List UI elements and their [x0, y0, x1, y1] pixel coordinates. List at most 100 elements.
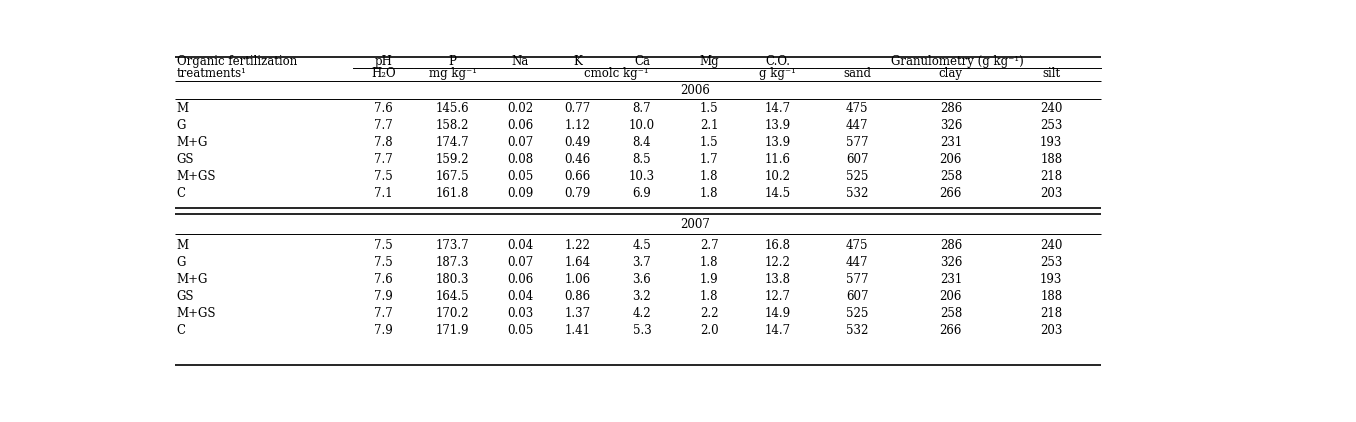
Text: 0.86: 0.86 — [564, 290, 591, 303]
Text: 231: 231 — [940, 273, 961, 286]
Text: 475: 475 — [846, 102, 869, 115]
Text: 1.41: 1.41 — [565, 324, 591, 337]
Text: 0.09: 0.09 — [507, 187, 534, 200]
Text: 0.07: 0.07 — [507, 136, 534, 149]
Text: 12.7: 12.7 — [765, 290, 791, 303]
Text: 0.03: 0.03 — [507, 307, 534, 320]
Text: g kg⁻¹: g kg⁻¹ — [759, 67, 796, 80]
Text: 0.04: 0.04 — [507, 239, 534, 252]
Text: cmolᴄ kg⁻¹: cmolᴄ kg⁻¹ — [584, 67, 648, 80]
Text: 231: 231 — [940, 136, 961, 149]
Text: M: M — [176, 239, 188, 252]
Text: 7.6: 7.6 — [374, 273, 393, 286]
Text: 532: 532 — [846, 187, 868, 200]
Text: 173.7: 173.7 — [435, 239, 469, 252]
Text: 475: 475 — [846, 239, 869, 252]
Text: 13.8: 13.8 — [765, 273, 791, 286]
Text: 206: 206 — [940, 290, 961, 303]
Text: 3.6: 3.6 — [632, 273, 651, 286]
Text: 10.3: 10.3 — [629, 170, 655, 183]
Text: 266: 266 — [940, 187, 961, 200]
Text: 253: 253 — [1040, 256, 1062, 269]
Text: 193: 193 — [1040, 136, 1062, 149]
Text: 7.7: 7.7 — [374, 307, 393, 320]
Text: 170.2: 170.2 — [437, 307, 469, 320]
Text: M+GS: M+GS — [176, 307, 217, 320]
Text: GS: GS — [176, 153, 194, 166]
Text: 0.04: 0.04 — [507, 290, 534, 303]
Text: 4.5: 4.5 — [632, 239, 651, 252]
Text: 7.1: 7.1 — [374, 187, 393, 200]
Text: 1.7: 1.7 — [700, 153, 719, 166]
Text: Ca: Ca — [633, 55, 650, 68]
Text: 266: 266 — [940, 324, 961, 337]
Text: 0.07: 0.07 — [507, 256, 534, 269]
Text: 2.2: 2.2 — [700, 307, 719, 320]
Text: 218: 218 — [1040, 170, 1062, 183]
Text: 577: 577 — [846, 273, 869, 286]
Text: G: G — [176, 119, 186, 132]
Text: M+G: M+G — [176, 136, 209, 149]
Text: 188: 188 — [1040, 290, 1062, 303]
Text: M: M — [176, 102, 188, 115]
Text: 326: 326 — [940, 119, 961, 132]
Text: 0.05: 0.05 — [507, 324, 534, 337]
Text: 6.9: 6.9 — [632, 187, 651, 200]
Text: GS: GS — [176, 290, 194, 303]
Text: 447: 447 — [846, 119, 869, 132]
Text: 2.1: 2.1 — [700, 119, 719, 132]
Text: 203: 203 — [1040, 324, 1062, 337]
Text: 3.7: 3.7 — [632, 256, 651, 269]
Text: C.O.: C.O. — [765, 55, 791, 68]
Text: 0.02: 0.02 — [507, 102, 533, 115]
Text: 532: 532 — [846, 324, 868, 337]
Text: 14.7: 14.7 — [765, 324, 791, 337]
Text: 240: 240 — [1040, 102, 1062, 115]
Text: 447: 447 — [846, 256, 869, 269]
Text: mg kg⁻¹: mg kg⁻¹ — [428, 67, 477, 80]
Text: 525: 525 — [846, 307, 868, 320]
Text: 1.5: 1.5 — [700, 102, 719, 115]
Text: 13.9: 13.9 — [765, 136, 791, 149]
Text: 0.77: 0.77 — [564, 102, 591, 115]
Text: 286: 286 — [940, 102, 961, 115]
Text: 1.5: 1.5 — [700, 136, 719, 149]
Text: K: K — [574, 55, 582, 68]
Text: 13.9: 13.9 — [765, 119, 791, 132]
Text: 1.06: 1.06 — [564, 273, 591, 286]
Text: 7.5: 7.5 — [374, 256, 393, 269]
Text: 193: 193 — [1040, 273, 1062, 286]
Text: 577: 577 — [846, 136, 869, 149]
Text: 12.2: 12.2 — [765, 256, 791, 269]
Text: 253: 253 — [1040, 119, 1062, 132]
Text: treatments¹: treatments¹ — [176, 67, 247, 80]
Text: 2007: 2007 — [679, 218, 711, 231]
Text: 158.2: 158.2 — [437, 119, 469, 132]
Text: 286: 286 — [940, 239, 961, 252]
Text: Mg: Mg — [700, 55, 719, 68]
Text: 0.08: 0.08 — [507, 153, 533, 166]
Text: 1.8: 1.8 — [700, 256, 719, 269]
Text: 0.05: 0.05 — [507, 170, 534, 183]
Text: 240: 240 — [1040, 239, 1062, 252]
Text: 0.79: 0.79 — [564, 187, 591, 200]
Text: 7.9: 7.9 — [374, 324, 393, 337]
Text: 326: 326 — [940, 256, 961, 269]
Text: 1.37: 1.37 — [564, 307, 591, 320]
Text: 607: 607 — [846, 290, 869, 303]
Text: sand: sand — [843, 67, 872, 80]
Text: Na: Na — [511, 55, 529, 68]
Text: 3.2: 3.2 — [632, 290, 651, 303]
Text: 1.8: 1.8 — [700, 170, 719, 183]
Text: silt: silt — [1043, 67, 1060, 80]
Text: 7.9: 7.9 — [374, 290, 393, 303]
Text: 5.3: 5.3 — [632, 324, 651, 337]
Text: Organic fertilization: Organic fertilization — [176, 55, 297, 68]
Text: 14.7: 14.7 — [765, 102, 791, 115]
Text: 174.7: 174.7 — [435, 136, 469, 149]
Text: pH: pH — [374, 55, 392, 68]
Text: 171.9: 171.9 — [437, 324, 469, 337]
Text: 0.06: 0.06 — [507, 273, 534, 286]
Text: 2006: 2006 — [679, 84, 711, 97]
Text: 7.7: 7.7 — [374, 153, 393, 166]
